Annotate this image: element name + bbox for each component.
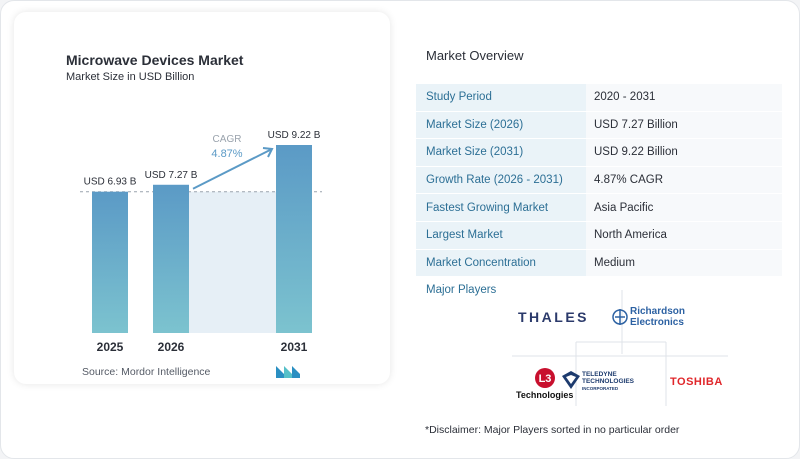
bar-2025 [92,191,128,333]
overview-key: Market Concentration [416,249,586,277]
chart-title: Microwave Devices Market [66,52,244,68]
l3-technologies-logo: L3 Technologies [516,367,573,400]
overview-row: Market Concentration Medium [416,249,782,278]
cagr-arrowhead [262,147,274,158]
overview-row: Market Size (2031) USD 9.22 Billion [416,139,782,167]
overview-key: Fastest Growing Market [416,194,586,221]
data-label-2026: USD 7.27 B [145,170,198,181]
overview-row: Fastest Growing Market Asia Pacific [416,194,782,222]
x-tick-2025: 2025 [97,340,124,354]
cagr-arrow [192,148,273,190]
x-tick-2026: 2026 [158,340,185,354]
overview-key: Market Size (2031) [416,139,586,166]
svg-text:L3: L3 [538,373,551,385]
teledyne-technologies-logo: TELEDYNE TECHNOLOGIES INCORPORATED [562,371,634,392]
overview-key: Study Period [416,84,586,111]
overview-value: Medium [586,249,782,277]
overview-key: Largest Market [416,221,586,249]
cagr-value: 4.87% [211,148,242,160]
chart-subtitle: Market Size in USD Billion [66,71,195,83]
overview-row: Largest Market North America [416,221,782,250]
mordor-intelligence-logo [276,366,300,378]
teledyne-emblem-icon [562,371,580,389]
bar-2026 [153,184,189,333]
data-label-2031: USD 9.22 B [268,130,321,141]
richardson-emblem-icon [612,309,628,325]
growth-region [189,191,276,333]
overview-row: Market Size (2026) USD 7.27 Billion [416,111,782,140]
overview-row: Growth Rate (2026 - 2031) 4.87% CAGR [416,166,782,195]
thales-logo: THALES [518,309,589,325]
overview-value: North America [586,221,782,249]
market-overview-title: Market Overview [426,48,524,63]
disclaimer: *Disclaimer: Major Players sorted in no … [425,424,680,436]
cagr-label: CAGR [213,134,242,145]
overview-value: 2020 - 2031 [586,84,782,111]
overview-value: Asia Pacific [586,194,782,221]
overview-value: USD 9.22 Billion [586,139,782,166]
bar-2031 [276,145,312,333]
data-label-2025: USD 6.93 B [84,177,137,188]
overview-key: Growth Rate (2026 - 2031) [416,166,586,194]
overview-row: Study Period 2020 - 2031 [416,84,782,112]
l3-emblem-icon: L3 [534,368,555,388]
richardson-electronics-logo: Richardson Electronics [612,306,685,328]
overview-key: Market Size (2026) [416,111,586,139]
x-tick-2031: 2031 [281,340,308,354]
major-players-title: Major Players [426,284,497,296]
bar-chart: USD 6.93 B 2025 USD 7.27 B 2026 USD 9.22 B 20… [80,130,322,354]
overview-value: USD 7.27 Billion [586,111,782,139]
source-note: Source: Mordor Intelligence [82,366,211,378]
toshiba-logo: TOSHIBA [670,376,723,388]
overview-value: 4.87% CAGR [586,166,782,194]
market-overview-table: Study Period 2020 - 2031 Market Size (2026… [416,84,782,278]
